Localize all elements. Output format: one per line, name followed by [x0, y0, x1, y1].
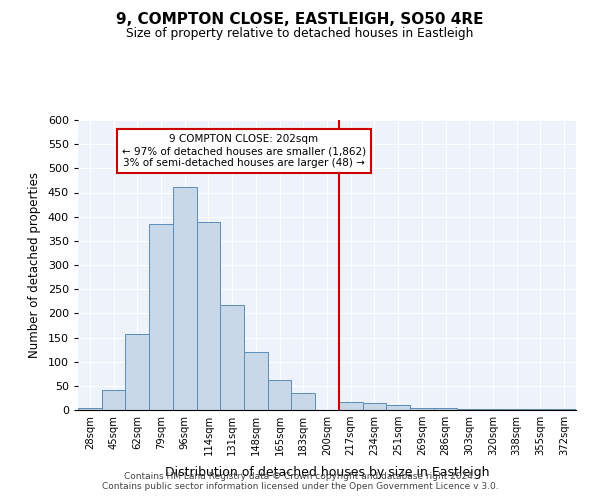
Text: 9, COMPTON CLOSE, EASTLEIGH, SO50 4RE: 9, COMPTON CLOSE, EASTLEIGH, SO50 4RE — [116, 12, 484, 28]
Bar — [244, 352, 268, 410]
Bar — [149, 224, 173, 410]
Bar — [505, 409, 529, 410]
Bar — [292, 393, 315, 410]
Bar — [552, 408, 576, 410]
Text: 9 COMPTON CLOSE: 202sqm
← 97% of detached houses are smaller (1,862)
3% of semi-: 9 COMPTON CLOSE: 202sqm ← 97% of detache… — [122, 134, 366, 168]
Bar — [362, 403, 386, 410]
Text: Contains public sector information licensed under the Open Government Licence v : Contains public sector information licen… — [101, 482, 499, 491]
Bar — [78, 408, 102, 410]
Bar — [410, 408, 434, 410]
Bar — [220, 305, 244, 410]
Bar — [481, 409, 505, 410]
Bar — [125, 334, 149, 410]
X-axis label: Distribution of detached houses by size in Eastleigh: Distribution of detached houses by size … — [165, 466, 489, 479]
Bar — [268, 380, 292, 410]
Bar — [173, 186, 197, 410]
Y-axis label: Number of detached properties: Number of detached properties — [28, 172, 41, 358]
Bar — [529, 409, 552, 410]
Bar — [434, 408, 457, 410]
Bar — [102, 390, 125, 410]
Bar — [457, 408, 481, 410]
Bar — [386, 405, 410, 410]
Bar — [197, 222, 220, 410]
Text: Contains HM Land Registry data © Crown copyright and database right 2024.: Contains HM Land Registry data © Crown c… — [124, 472, 476, 481]
Text: Size of property relative to detached houses in Eastleigh: Size of property relative to detached ho… — [127, 28, 473, 40]
Bar — [339, 402, 362, 410]
